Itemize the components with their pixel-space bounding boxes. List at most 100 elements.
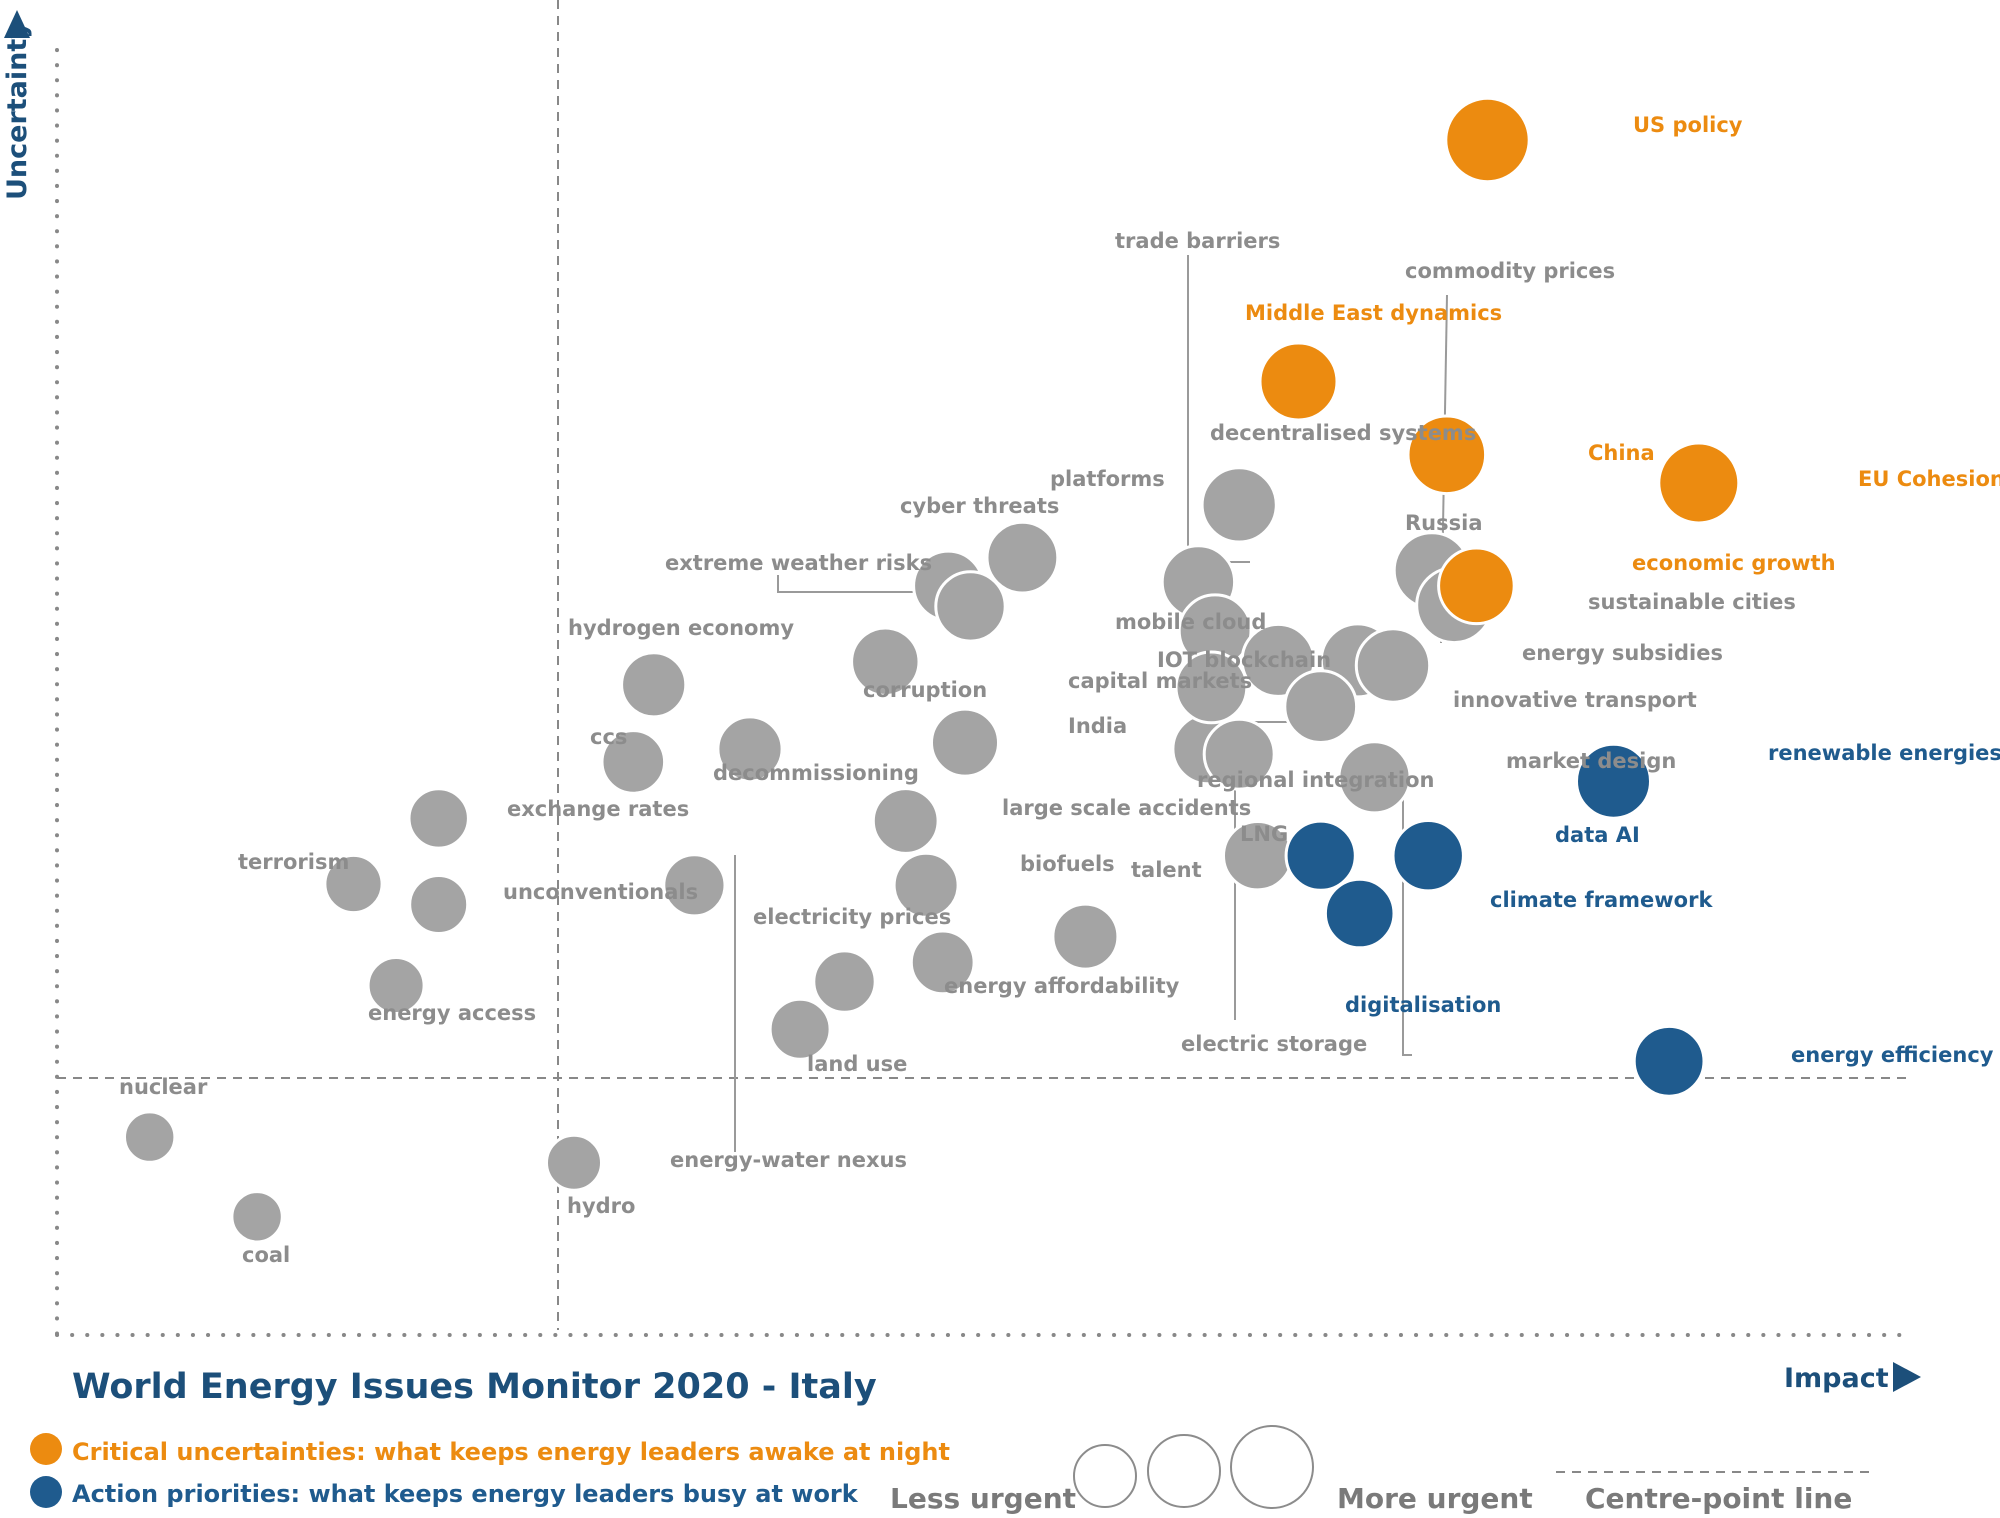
label-data-ai: data AI [1555, 823, 1640, 847]
legend-centre-line-text: Centre-point line [1585, 1482, 1852, 1515]
label-exchange-rates: exchange rates [507, 797, 689, 821]
point-china [1406, 414, 1488, 496]
point-digitalisation [1284, 819, 1357, 892]
point-regional-integration [1202, 717, 1276, 791]
legend-action-text: Action priorities: what keeps energy lea… [72, 1480, 859, 1508]
label-electricity-prices: electricity prices [753, 905, 951, 929]
label-innovative-transport: innovative transport [1453, 688, 1697, 712]
label-iot-blockchain: IOT blockchain [1157, 648, 1331, 672]
legend-critical-text: Critical uncertainties: what keeps energ… [72, 1438, 950, 1466]
point-middle-east-dynamics [1258, 341, 1339, 422]
legend-dot-critical [30, 1433, 62, 1465]
label-unconventionals: unconventionals [503, 880, 698, 904]
point-eu-cohesion [1657, 441, 1741, 525]
label-digitalisation: digitalisation [1345, 993, 1501, 1017]
label-nuclear: nuclear [119, 1075, 208, 1099]
point-terrorism [323, 853, 384, 915]
point-nuclear [123, 1110, 177, 1164]
label-market-design: market design [1506, 749, 1676, 773]
label-hydrogen-economy: hydrogen economy [568, 616, 794, 640]
legend: Critical uncertainties: what keeps energ… [30, 1425, 1875, 1515]
x-axis-label: Impact [1784, 1363, 1889, 1394]
point-us-policy [1444, 96, 1531, 184]
point-biofuels [892, 851, 960, 919]
point-exchange-rates [407, 787, 470, 850]
point-climate-framework [1323, 877, 1396, 950]
point-renewable-energies [1575, 742, 1652, 820]
point-economic-growth [1437, 546, 1516, 626]
label-terrorism: terrorism [238, 850, 349, 874]
point-iot-blockchain [1240, 622, 1316, 698]
label-coal: coal [242, 1243, 290, 1267]
point-hydro [545, 1133, 603, 1192]
point-coal [230, 1190, 284, 1244]
label-biofuels: biofuels [1020, 852, 1115, 876]
point-unconventionals [408, 874, 470, 935]
point-india [930, 707, 1000, 778]
legend-dot-action [30, 1476, 62, 1508]
point-energy-subsidies [1354, 627, 1432, 704]
point-large-scale-accidents [871, 787, 940, 855]
label-russia: Russia [1405, 511, 1483, 535]
point-market-design [1337, 740, 1412, 815]
label-capital-markets: capital markets [1068, 669, 1252, 693]
label-energy-access: energy access [368, 1001, 536, 1025]
point-electricity-prices [812, 949, 877, 1014]
label-commodity-prices: commodity prices [1405, 259, 1615, 283]
label-lng: LNG [1240, 822, 1288, 846]
point-extreme-weather-risks [934, 570, 1007, 643]
chart-title: World Energy Issues Monitor 2020 - Italy [72, 1367, 877, 1407]
label-platforms: platforms [1050, 467, 1165, 491]
label-sustainable-cities: sustainable cities [1588, 590, 1796, 614]
point-energy-efficiency [1632, 1024, 1706, 1098]
label-mobile-cloud: mobile cloud [1115, 610, 1266, 634]
label-climate-framework: climate framework [1490, 888, 1713, 912]
label-hydro: hydro [567, 1194, 635, 1218]
label-energy-efficiency: energy efficiency [1791, 1043, 1994, 1067]
label-trade-barriers: trade barriers [1115, 229, 1280, 253]
label-eu-cohesion: EU Cohesion [1858, 467, 2000, 491]
label-renewable-energies: renewable energies [1768, 741, 2000, 765]
point-innovative-transport [1283, 669, 1359, 744]
legend-more-urgent: More urgent [1337, 1482, 1533, 1515]
data-points [123, 96, 1741, 1244]
legend-less-urgent: Less urgent [890, 1482, 1076, 1515]
label-economic-growth: economic growth [1632, 551, 1836, 575]
point-platforms [985, 520, 1060, 595]
label-cyber-threats: cyber threats [900, 494, 1059, 518]
point-electric-storage [1174, 650, 1249, 725]
legend-size-small [1073, 1444, 1137, 1508]
point-ccs [600, 729, 667, 795]
label-electric-storage: electric storage [1181, 1032, 1367, 1056]
point-decommissioning [716, 715, 784, 783]
label-us-policy: US policy [1633, 113, 1743, 137]
label-china: China [1588, 441, 1655, 465]
point-labels: US policy EU Cohesion China Middle East … [119, 113, 2000, 1267]
label-corruption: corruption [863, 678, 987, 702]
label-land-use: land use [807, 1052, 907, 1076]
y-axis-label: Uncertainty [2, 21, 33, 200]
label-middle-east-dynamics: Middle East dynamics [1245, 301, 1502, 325]
point-decentralised-systems [1200, 466, 1278, 544]
point-energy-access [366, 956, 426, 1015]
label-energy-affordability: energy affordability [944, 974, 1180, 998]
label-decentralised-systems: decentralised systems [1210, 421, 1476, 445]
label-india: India [1068, 714, 1127, 738]
point-data-ai [1391, 819, 1465, 893]
label-energy-subsidies: energy subsidies [1522, 641, 1723, 665]
point-talent [1051, 902, 1120, 971]
label-decommissioning: decommissioning [713, 761, 919, 785]
label-ccs: ccs [590, 725, 627, 749]
legend-size-medium [1147, 1434, 1221, 1508]
point-hydrogen-economy [620, 651, 688, 719]
label-talent: talent [1131, 858, 1202, 882]
point-energy-water-nexus [662, 853, 727, 918]
label-regional-integration: regional integration [1197, 768, 1435, 792]
point-energy-affordability [909, 929, 976, 996]
label-energy-water-nexus: energy-water nexus [670, 1148, 907, 1172]
point-corruption [850, 626, 921, 697]
y-axis-arrow-icon [4, 10, 30, 38]
point-land-use [768, 997, 832, 1061]
label-extreme-weather-risks: extreme weather risks [665, 551, 932, 575]
